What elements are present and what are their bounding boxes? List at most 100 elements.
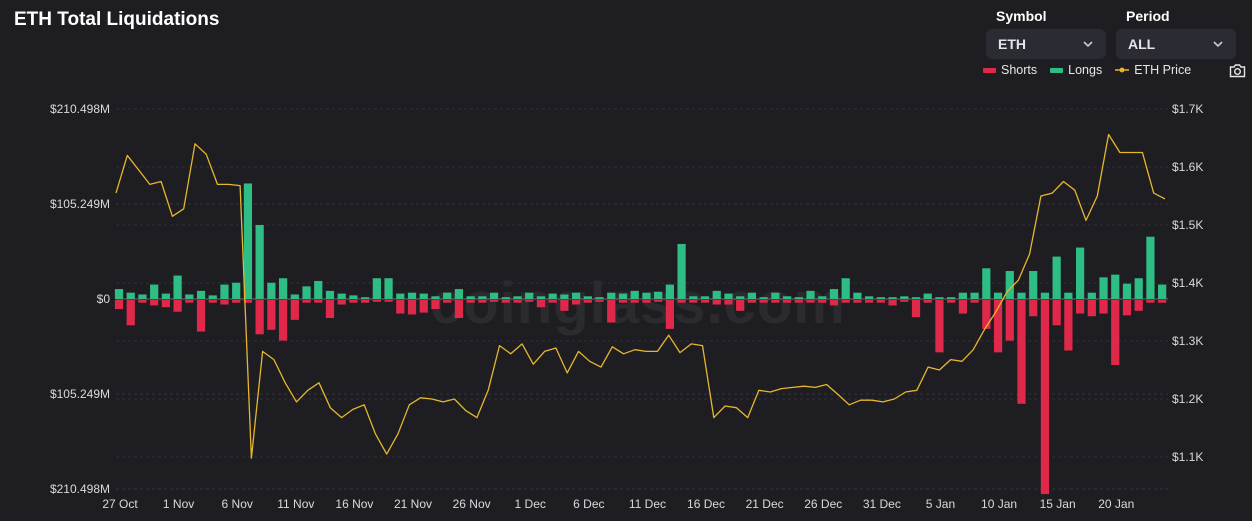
x-tick-label: 10 Jan (981, 497, 1017, 511)
short-bar (361, 300, 370, 303)
short-bar (1099, 300, 1108, 314)
symbol-label: Symbol (996, 8, 1047, 24)
long-bar (900, 296, 909, 299)
long-bar (595, 297, 604, 299)
short-bar (560, 300, 569, 311)
short-bar (818, 300, 827, 303)
long-bar (935, 297, 944, 299)
x-tick-label: 27 Oct (102, 497, 138, 511)
long-bar (443, 292, 452, 299)
long-bar (396, 293, 405, 299)
short-bar (325, 300, 335, 319)
long-bar (1111, 274, 1120, 299)
short-bar (396, 300, 405, 314)
x-tick-label: 26 Nov (453, 497, 491, 511)
long-bar (349, 295, 358, 299)
short-bar (853, 300, 862, 303)
short-bar (114, 300, 124, 310)
long-bar (1146, 236, 1155, 299)
long-bar (407, 292, 417, 299)
short-bar (806, 300, 815, 303)
short-bar (1052, 300, 1061, 326)
short-bar (419, 300, 428, 313)
short-bar (150, 300, 159, 306)
period-select-value: ALL (1128, 36, 1156, 52)
short-bar (900, 300, 909, 302)
short-bar (161, 300, 170, 308)
short-bar (478, 300, 487, 303)
long-bar (1134, 278, 1143, 299)
symbol-select-value: ETH (998, 36, 1026, 52)
legend-item-shorts[interactable]: Shorts (983, 63, 1037, 77)
short-bar (349, 300, 358, 303)
short-bar (1158, 300, 1167, 303)
short-bar (642, 300, 651, 303)
short-bar (255, 300, 264, 335)
long-bar (982, 268, 991, 299)
short-bar (1075, 300, 1085, 314)
legend-item-price[interactable]: ETH Price (1115, 63, 1191, 77)
short-bar (583, 300, 592, 303)
long-bar (126, 292, 135, 299)
legend-item-longs[interactable]: Longs (1050, 63, 1102, 77)
y-left-tick-label: $210.498M (50, 482, 110, 496)
short-bar (654, 300, 663, 302)
short-bar (454, 300, 464, 319)
short-bar (759, 300, 768, 303)
long-bar (689, 296, 698, 299)
long-bar (361, 297, 370, 299)
x-tick-label: 11 Dec (629, 497, 666, 511)
long-bar (654, 291, 663, 299)
long-bar (185, 294, 194, 299)
period-select[interactable]: ALL (1116, 29, 1236, 59)
short-bar (337, 300, 346, 305)
chevron-down-icon (1083, 41, 1093, 48)
short-bar (982, 300, 991, 329)
long-bar (911, 297, 921, 299)
short-bar (630, 300, 639, 303)
y-right-tick-label: $1.2K (1172, 392, 1203, 406)
short-bar (466, 300, 475, 303)
long-bar (607, 292, 616, 299)
short-bar (993, 300, 1003, 353)
long-bar (1064, 292, 1073, 299)
long-bar (161, 293, 170, 299)
y-right-tick-label: $1.3K (1172, 334, 1203, 348)
long-bar (806, 290, 815, 299)
x-tick-label: 1 Nov (163, 497, 194, 511)
short-bar (700, 300, 710, 303)
long-bar (759, 297, 768, 299)
camera-icon[interactable] (1229, 63, 1246, 78)
long-bar (243, 183, 253, 299)
short-bar (935, 300, 944, 353)
longs-swatch (1050, 67, 1064, 73)
long-bar (736, 296, 745, 299)
long-bar (642, 292, 651, 299)
short-bar (689, 300, 698, 303)
short-bar (1029, 300, 1038, 317)
short-bar (771, 300, 780, 303)
legend-label-shorts: Shorts (1001, 63, 1038, 77)
long-bar (888, 297, 897, 299)
symbol-select[interactable]: ETH (986, 29, 1106, 59)
long-bar (724, 293, 733, 299)
long-bar (513, 296, 522, 299)
long-bar (700, 296, 710, 299)
short-bar (911, 300, 921, 318)
long-bar (747, 292, 757, 299)
x-tick-label: 31 Dec (863, 497, 901, 511)
short-bar (712, 300, 721, 305)
short-bar (513, 300, 522, 303)
chart-legend: Shorts Longs ETH Price (983, 63, 1204, 77)
long-bar (677, 243, 686, 299)
long-bar (525, 292, 534, 299)
x-tick-label: 16 Dec (687, 497, 725, 511)
short-bar (1146, 300, 1155, 303)
long-bar (970, 292, 979, 299)
long-bar (818, 296, 827, 299)
short-bar (173, 300, 182, 312)
long-bar (771, 292, 780, 299)
long-bar (583, 296, 592, 299)
long-bar (853, 292, 862, 299)
short-bar (138, 300, 147, 303)
